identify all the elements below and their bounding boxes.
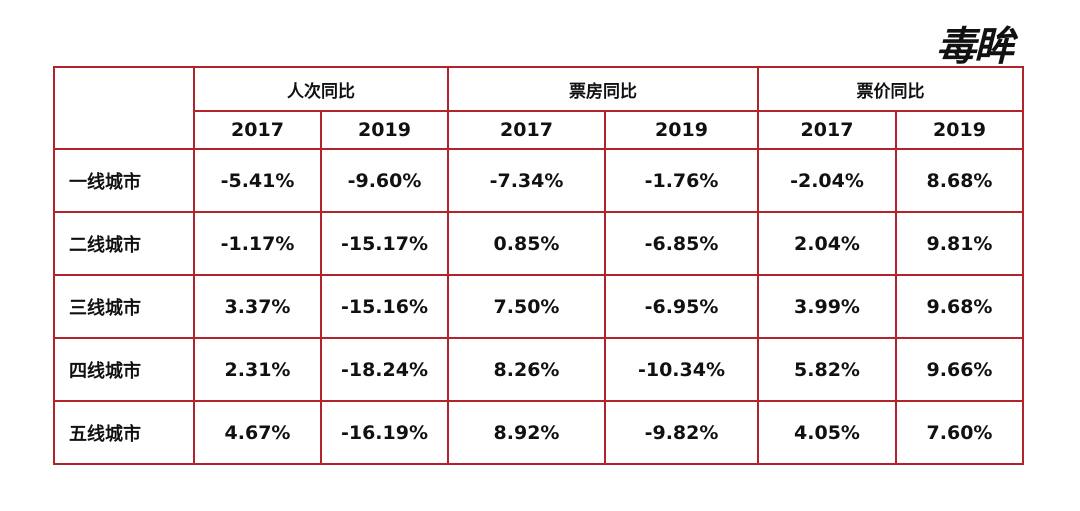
value-cell: -7.34% [447,148,606,213]
data-row: 一线城市 -5.41% -9.60% -7.34% -1.76% -2.04% 8.68% [53,148,1024,213]
value-cell: 9.68% [895,274,1024,339]
value-cell: 8.68% [895,148,1024,213]
value-cell: -9.60% [320,148,449,213]
data-row: 二线城市 -1.17% -15.17% 0.85% -6.85% 2.04% 9.81% [53,211,1024,276]
value-cell: 7.60% [895,400,1024,465]
data-row: 三线城市 3.37% -15.16% 7.50% -6.95% 3.99% 9.68% [53,274,1024,339]
value-cell: -6.85% [604,211,759,276]
value-cell: 9.66% [895,337,1024,402]
value-cell: -1.17% [193,211,322,276]
value-cell: 3.37% [193,274,322,339]
value-cell: 5.82% [757,337,897,402]
value-cell: -6.95% [604,274,759,339]
data-row: 四线城市 2.31% -18.24% 8.26% -10.34% 5.82% 9.66% [53,337,1024,402]
value-cell: -2.04% [757,148,897,213]
row-header: 二线城市 [53,211,195,276]
year-header: 2019 [604,110,759,150]
corner-cell [53,66,195,150]
year-header: 2019 [895,110,1024,150]
year-header: 2017 [757,110,897,150]
year-header: 2017 [193,110,322,150]
value-cell: 3.99% [757,274,897,339]
row-header: 一线城市 [53,148,195,213]
value-cell: -15.17% [320,211,449,276]
value-cell: 9.81% [895,211,1024,276]
data-row: 五线城市 4.67% -16.19% 8.92% -9.82% 4.05% 7.60% [53,400,1024,465]
value-cell: 4.67% [193,400,322,465]
value-cell: 8.26% [447,337,606,402]
group-header: 票价同比 [757,66,1024,112]
value-cell: 4.05% [757,400,897,465]
value-cell: 8.92% [447,400,606,465]
value-cell: 0.85% [447,211,606,276]
value-cell: -18.24% [320,337,449,402]
value-cell: -9.82% [604,400,759,465]
row-header: 四线城市 [53,337,195,402]
year-row: 2017 2019 2017 2019 2017 2019 [54,110,1024,150]
value-cell: 2.31% [193,337,322,402]
group-header: 人次同比 [193,66,449,112]
value-cell: -5.41% [193,148,322,213]
logo: 毒眸 [936,24,1014,70]
row-header: 三线城市 [53,274,195,339]
value-cell: 7.50% [447,274,606,339]
value-cell: -1.76% [604,148,759,213]
year-header: 2019 [320,110,449,150]
header-row: 人次同比 票房同比 票价同比 [53,66,1024,150]
value-cell: 2.04% [757,211,897,276]
value-cell: -15.16% [320,274,449,339]
data-table: 人次同比 票房同比 票价同比 2017 2019 2017 2019 2017 2019 一线城市… [53,66,1024,465]
value-cell: -16.19% [320,400,449,465]
row-header: 五线城市 [53,400,195,465]
year-header: 2017 [447,110,606,150]
group-header: 票房同比 [447,66,759,112]
value-cell: -10.34% [604,337,759,402]
